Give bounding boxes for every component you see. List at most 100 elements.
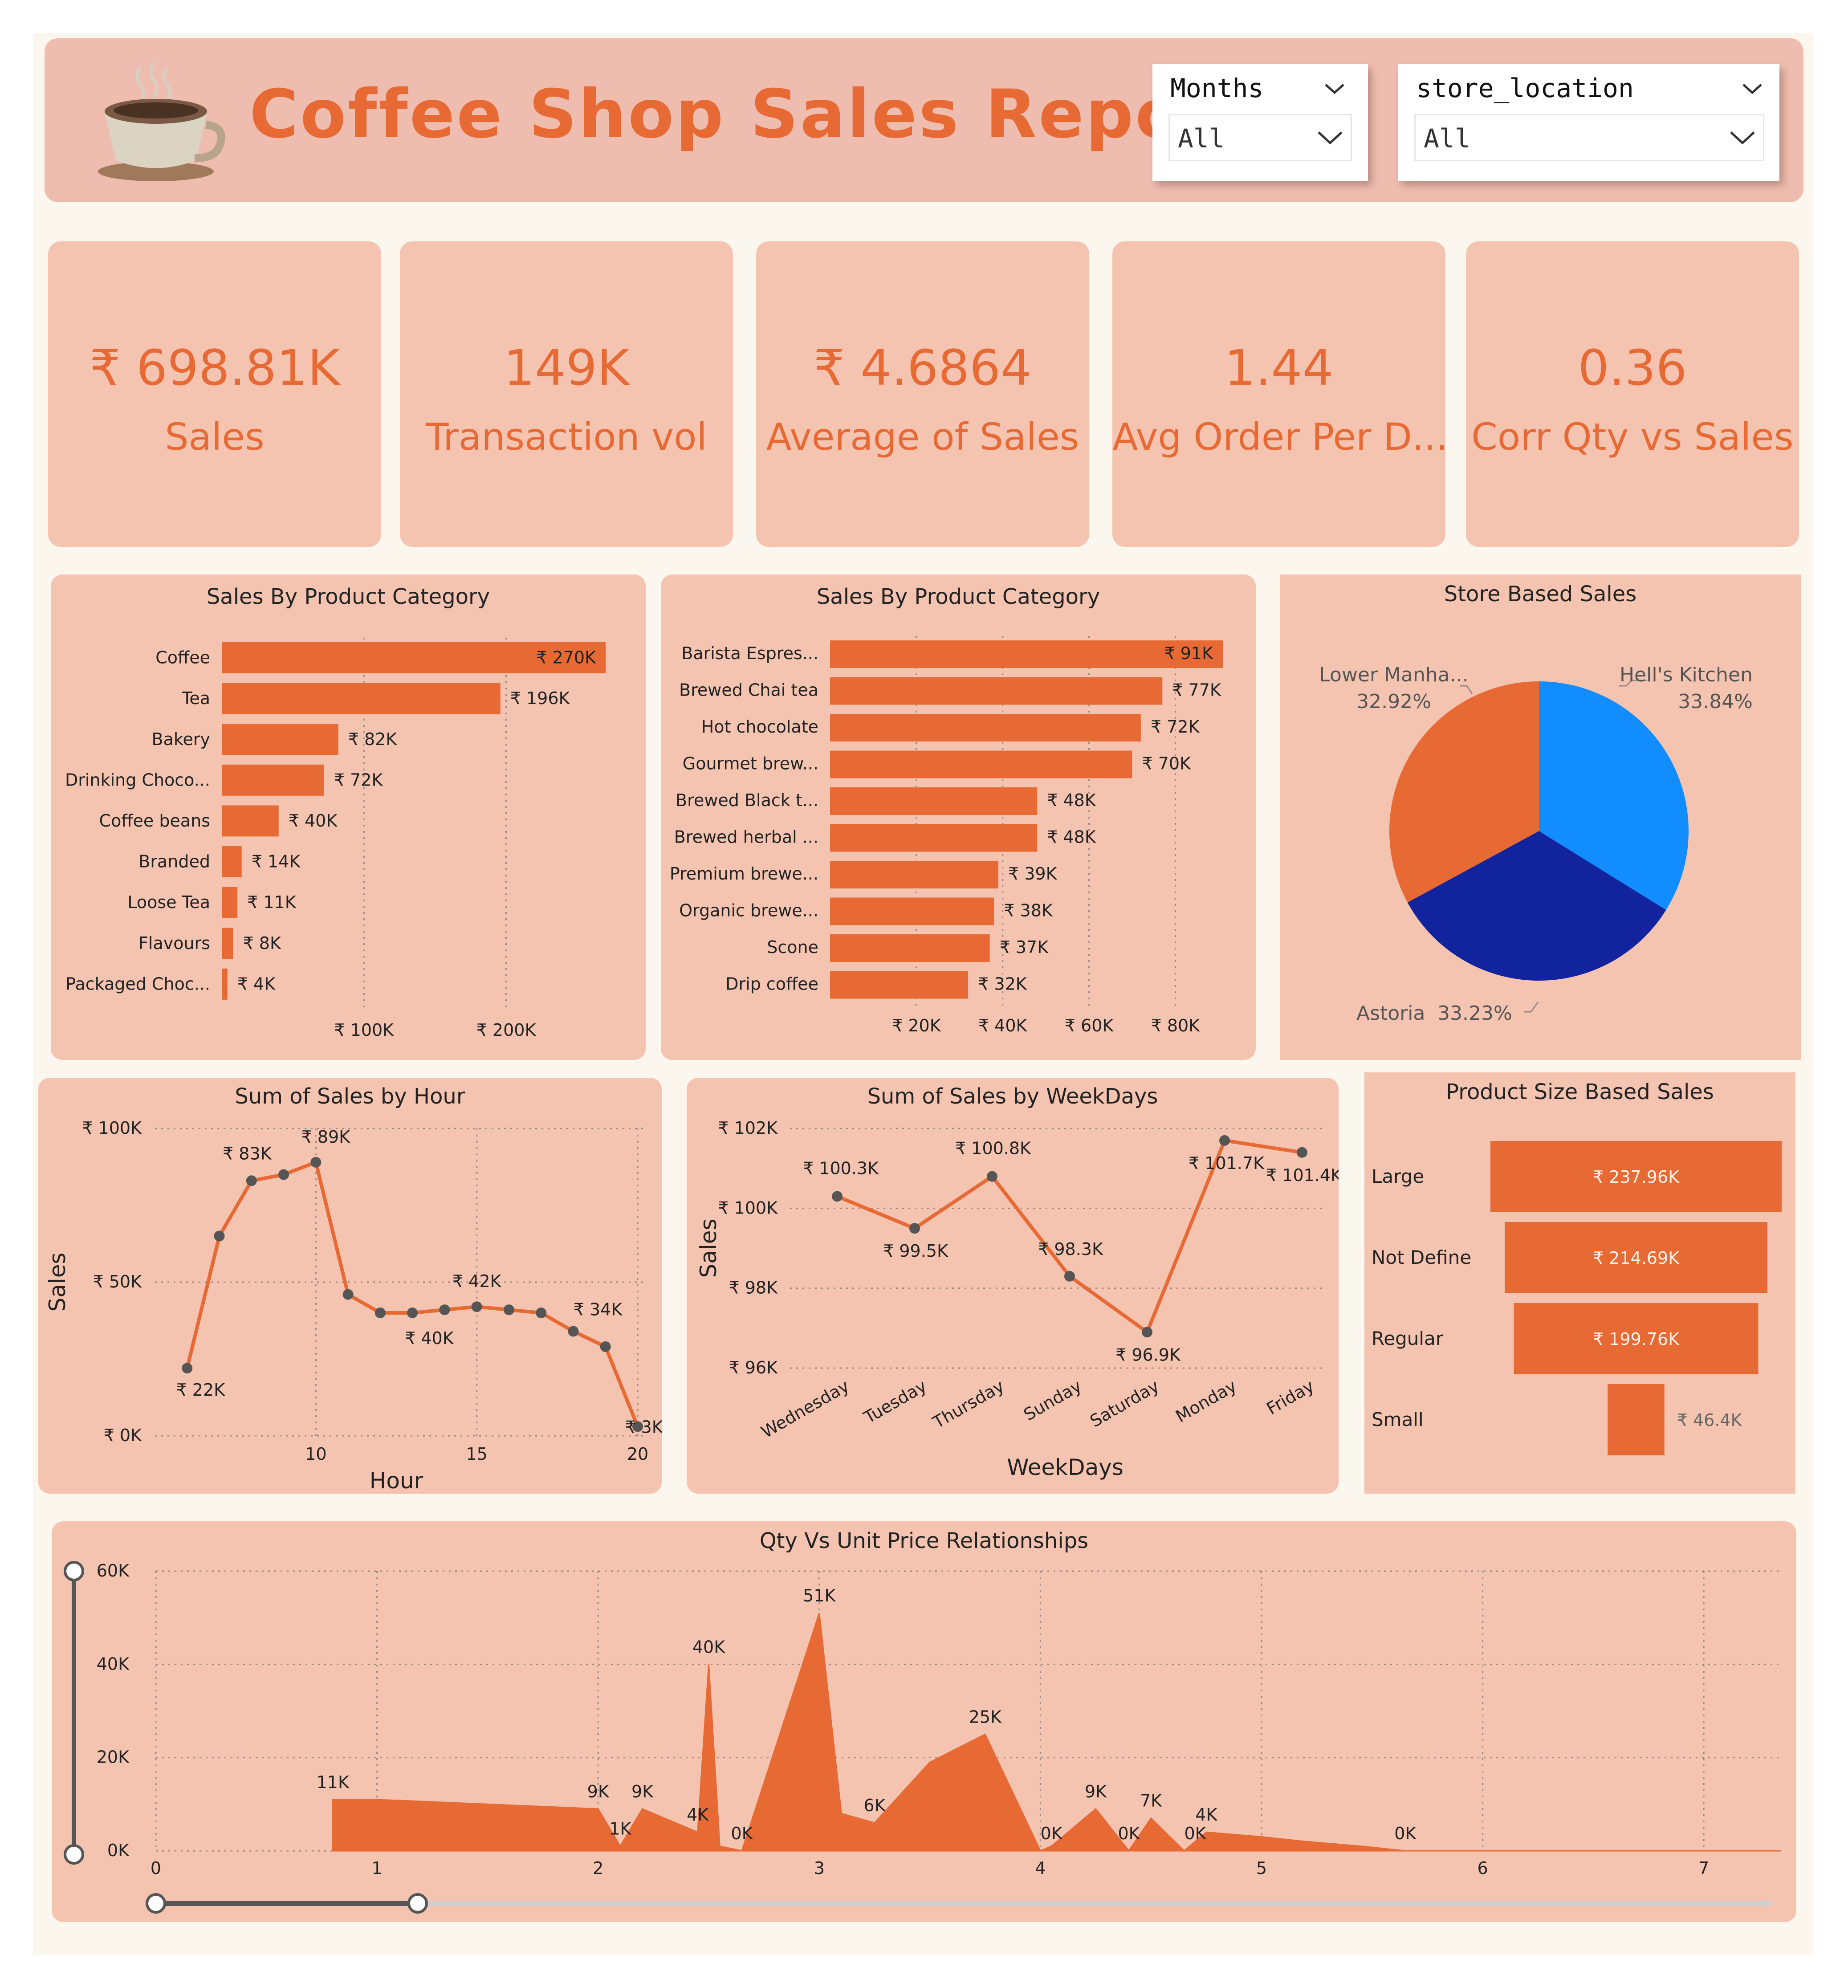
- funnel-bar: [1514, 1303, 1758, 1374]
- bar: [222, 642, 606, 673]
- data-point: [439, 1304, 450, 1316]
- data-label: ₹ 214.69K: [1593, 1248, 1680, 1268]
- hour-line-chart[interactable]: ₹ 0K ₹ 50K ₹ 100K 10 15 20 Hour Sales ₹ 22K ₹ 83K…: [38, 1078, 662, 1494]
- months-dropdown[interactable]: All: [1168, 114, 1352, 161]
- store-pie-chart[interactable]: Hell's Kitchen 33.84% Astoria 33.23% Lower M…: [1280, 574, 1801, 1060]
- data-label: ₹ 72K: [1151, 717, 1200, 737]
- data-point: [182, 1363, 193, 1374]
- funnel-bar: [1490, 1141, 1782, 1212]
- x-tick-label: ₹ 80K: [1151, 1016, 1201, 1035]
- product-bar-chart[interactable]: ₹ 20K ₹ 40K ₹ 60K ₹ 80K Barista Espres... ₹ 9…: [661, 574, 1256, 1060]
- chart-title: Sales By Product Category: [206, 584, 490, 609]
- bar: [830, 787, 1038, 815]
- qty-price-panel: Qty Vs Unit Price Relationships 0K 20K 40K…: [52, 1521, 1796, 1922]
- chevron-down-icon[interactable]: [1323, 82, 1346, 95]
- data-point: [568, 1326, 579, 1337]
- data-label: 6K: [863, 1796, 886, 1815]
- x-tick-label: 15: [466, 1444, 487, 1464]
- x-tick-label: 7: [1698, 1858, 1709, 1878]
- data-label: ₹ 83K: [223, 1144, 272, 1163]
- data-label: 0K: [1118, 1824, 1140, 1843]
- data-label: ₹ 199.76K: [1593, 1329, 1680, 1349]
- slicer-label: store_location: [1416, 73, 1634, 103]
- y-zoom-slider-handle[interactable]: [64, 1844, 84, 1865]
- leader-line: [1460, 685, 1473, 694]
- category-label: Scone: [767, 937, 818, 957]
- weekday-line-chart[interactable]: ₹ 96K ₹ 98K ₹ 100K ₹ 102K Wednesday TuesdayTh…: [687, 1078, 1339, 1494]
- data-label: ₹ 39K: [1008, 864, 1058, 884]
- bar: [830, 861, 998, 888]
- slice-label: Hell's Kitchen: [1620, 664, 1753, 686]
- x-tick-label: ₹ 60K: [1065, 1016, 1114, 1035]
- x-tick-label: 4: [1035, 1858, 1046, 1878]
- y-zoom-slider-handle[interactable]: [64, 1561, 84, 1581]
- x-zoom-slider-handle[interactable]: [146, 1893, 166, 1914]
- bar: [830, 677, 1163, 705]
- data-label: ₹ 48K: [1047, 827, 1096, 847]
- kpi-value: ₹ 698.81K: [90, 339, 340, 396]
- data-label: ₹ 38K: [1004, 901, 1053, 921]
- data-point: [1297, 1147, 1307, 1158]
- chevron-down-icon[interactable]: [1317, 130, 1343, 146]
- y-tick-label: ₹ 102K: [718, 1118, 778, 1138]
- data-point: [832, 1191, 843, 1202]
- slicer-selected-value: All: [1178, 123, 1225, 154]
- data-label: 0K: [731, 1824, 753, 1843]
- bar: [830, 750, 1132, 778]
- category-label: Organic brewe...: [679, 901, 818, 921]
- data-label: ₹ 48K: [1047, 790, 1096, 810]
- y-tick-label: ₹ 96K: [729, 1358, 778, 1377]
- page-title: Coffee Shop Sales Report: [249, 76, 1252, 153]
- slice-label: Astoria: [1356, 1002, 1425, 1025]
- data-point: [503, 1304, 514, 1316]
- months-slicer[interactable]: Months All: [1152, 64, 1368, 181]
- data-label: ₹ 40K: [405, 1328, 454, 1348]
- y-tick-label: ₹ 100K: [82, 1118, 142, 1138]
- data-label: ₹ 42K: [452, 1271, 502, 1291]
- kpi-label: Avg Order Per D...: [1112, 415, 1448, 459]
- slicer-selected-value: All: [1424, 123, 1470, 154]
- data-label: ₹ 72K: [334, 770, 383, 790]
- category-label: Gourmet brew...: [683, 754, 818, 774]
- data-label: ₹ 99.5K: [883, 1241, 948, 1261]
- chart-title: Sum of Sales by WeekDays: [867, 1084, 1158, 1109]
- category-sales-panel: Sales By Product Category ₹ 100K ₹ 200K Co…: [51, 574, 646, 1060]
- data-label: ₹ 237.96K: [1593, 1167, 1680, 1187]
- bar: [222, 683, 501, 714]
- data-point: [407, 1308, 418, 1318]
- data-point: [342, 1289, 354, 1300]
- category-bar-chart[interactable]: ₹ 100K ₹ 200K Coffee ₹ 270K Tea ₹ 196K Bakery ₹…: [51, 574, 646, 1060]
- data-label: ₹ 4K: [237, 974, 276, 994]
- data-label: ₹ 196K: [510, 688, 570, 708]
- y-tick-label: 20K: [97, 1748, 130, 1767]
- hour-sales-panel: Sum of Sales by Hour ₹ 0K ₹ 50K ₹ 100K 10 15…: [38, 1078, 662, 1494]
- category-label: Drinking Choco...: [65, 770, 210, 790]
- chevron-down-icon[interactable]: [1729, 130, 1756, 146]
- kpi-card-correlation: 0.36 Corr Qty vs Sales: [1466, 241, 1799, 547]
- data-label: 0K: [1394, 1824, 1417, 1843]
- x-tick-label: 3: [814, 1858, 825, 1878]
- kpi-label: Average of Sales: [766, 415, 1079, 459]
- store-location-slicer[interactable]: store_location All: [1398, 64, 1779, 181]
- data-label: 4K: [687, 1805, 709, 1825]
- x-tick-label: ₹ 100K: [334, 1020, 394, 1040]
- pie-slice: [1539, 681, 1689, 910]
- slice-percent: 33.84%: [1678, 690, 1753, 713]
- store-location-dropdown[interactable]: All: [1414, 114, 1764, 161]
- chevron-down-icon[interactable]: [1741, 82, 1763, 95]
- x-tick-label: 5: [1256, 1858, 1267, 1878]
- slicer-label: Months: [1170, 73, 1264, 103]
- data-point: [471, 1301, 482, 1312]
- slice-percent: 32.92%: [1356, 690, 1431, 713]
- x-tick-label: Saturday: [1087, 1376, 1162, 1431]
- x-tick-label: ₹ 40K: [978, 1016, 1028, 1035]
- bar: [830, 824, 1038, 852]
- data-point: [909, 1223, 920, 1234]
- pie-slice: [1407, 831, 1666, 981]
- size-funnel-chart[interactable]: Large ₹ 237.96K Not Define ₹ 214.69K Regular…: [1364, 1072, 1795, 1494]
- kpi-label: Transaction vol: [426, 415, 707, 459]
- bar: [222, 764, 324, 796]
- x-zoom-slider-handle[interactable]: [407, 1893, 428, 1914]
- category-label: Branded: [138, 852, 210, 872]
